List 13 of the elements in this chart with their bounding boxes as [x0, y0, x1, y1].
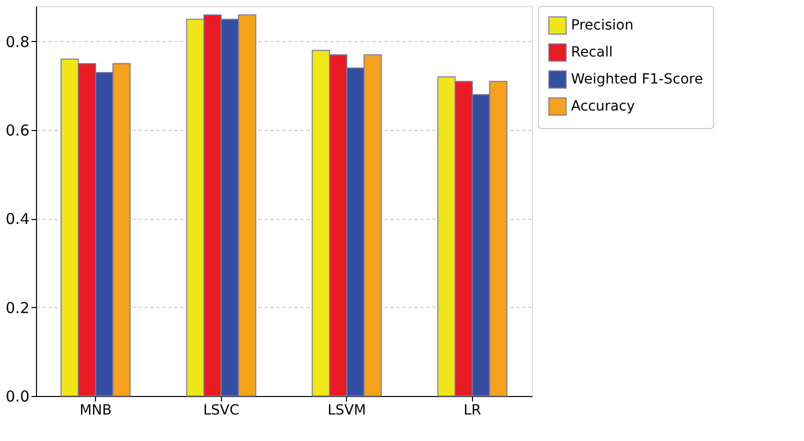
legend-label: Accuracy — [571, 98, 635, 114]
legend-label: Precision — [571, 18, 634, 34]
y-tick-label: 0.0 — [6, 388, 30, 406]
legend-label: Recall — [571, 44, 613, 60]
y-tick-label: 0.6 — [6, 122, 30, 140]
x-tick-label: MNB — [80, 402, 112, 418]
x-tick-label: LSVM — [328, 402, 366, 418]
y-tick-label: 0.8 — [6, 32, 30, 51]
x-tick-label: LSVC — [203, 402, 240, 418]
x-tick-label: LR — [464, 402, 482, 418]
y-tick-label: 0.2 — [6, 298, 30, 317]
y-tick-label: 0.4 — [6, 210, 30, 228]
legend-label: Weighted F1-Score — [571, 72, 703, 88]
